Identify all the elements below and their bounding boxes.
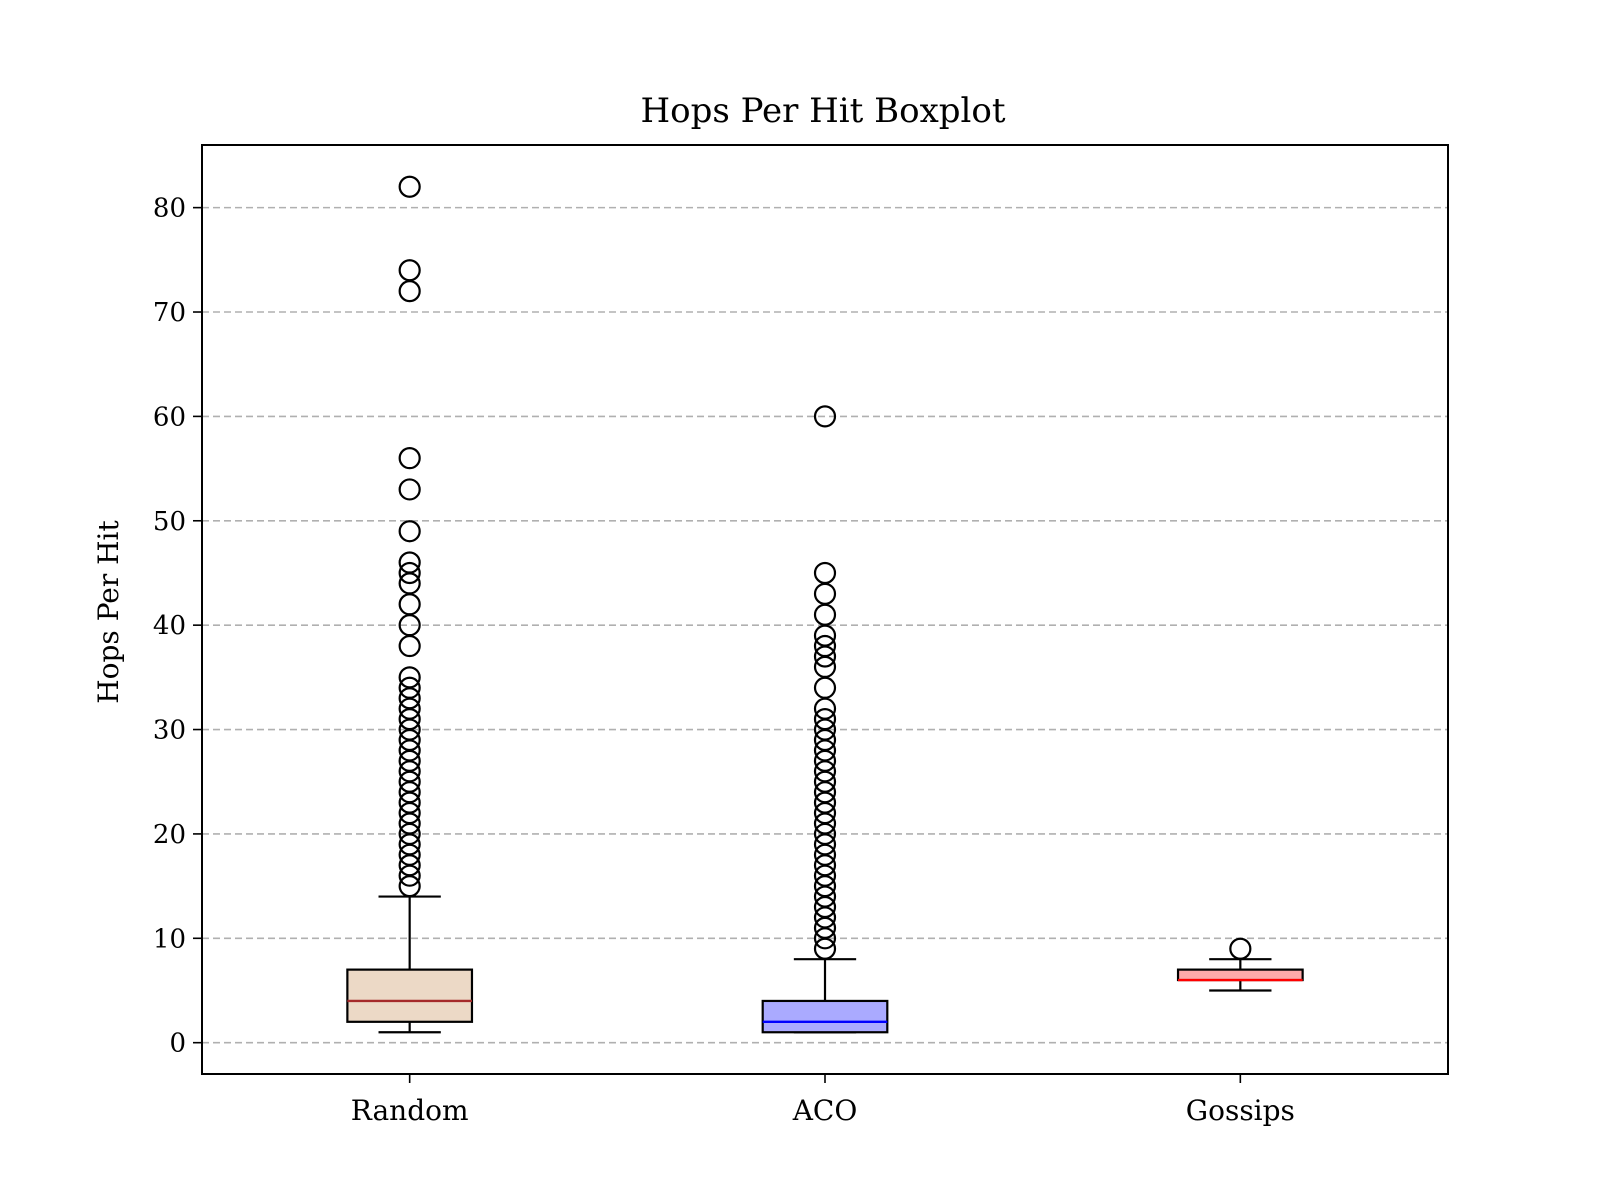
outlier-point — [398, 551, 421, 574]
box-iqr — [761, 999, 889, 1034]
outlier-point — [398, 175, 421, 198]
outlier-point — [398, 447, 421, 470]
outlier-point — [1229, 937, 1252, 960]
box-iqr — [1176, 968, 1304, 982]
y-tick-label: 40 — [153, 611, 186, 641]
box-group-gossips — [1176, 958, 1304, 992]
x-tick-label: Gossips — [1186, 1094, 1295, 1127]
x-tick-label: Random — [351, 1094, 469, 1127]
outlier-point — [398, 561, 421, 585]
box-group-random — [346, 895, 474, 1034]
outlier-point — [813, 603, 837, 626]
y-tick-label: 80 — [153, 194, 186, 224]
outlier-point — [398, 478, 421, 501]
y-tick-label: 20 — [153, 820, 186, 850]
y-tick-label: 30 — [153, 716, 186, 746]
chart-title: Hops Per Hit Boxplot — [640, 91, 1005, 131]
x-tick-label: ACO — [792, 1094, 858, 1127]
outlier-point — [813, 708, 837, 731]
outlier-point — [398, 259, 421, 282]
box-group-aco — [761, 958, 889, 1034]
outlier-point — [398, 676, 421, 699]
y-tick-label: 60 — [153, 402, 186, 432]
outlier-point — [813, 582, 837, 605]
outlier-point — [398, 634, 421, 658]
outlier-point — [813, 561, 837, 585]
box-iqr — [346, 968, 474, 1023]
outlier-point — [398, 593, 421, 616]
outlier-point — [813, 634, 837, 658]
outlier-point — [813, 676, 837, 699]
y-tick-label: 70 — [153, 298, 186, 328]
y-axis-label: Hops Per Hit — [92, 519, 125, 703]
outlier-point — [398, 280, 421, 303]
outliers — [398, 175, 1252, 960]
plot-frame — [201, 144, 1449, 1075]
outlier-point — [398, 666, 421, 689]
outlier-point — [813, 405, 837, 428]
y-tick-label: 0 — [169, 1029, 186, 1059]
outlier-point — [398, 520, 421, 543]
y-tick-label: 10 — [153, 924, 186, 954]
y-tick-label: 50 — [153, 507, 186, 537]
axes: 0 10 20 30 40 50 60 70 80 Random ACO Gossips — [153, 144, 1449, 1127]
boxes — [346, 895, 1304, 1034]
